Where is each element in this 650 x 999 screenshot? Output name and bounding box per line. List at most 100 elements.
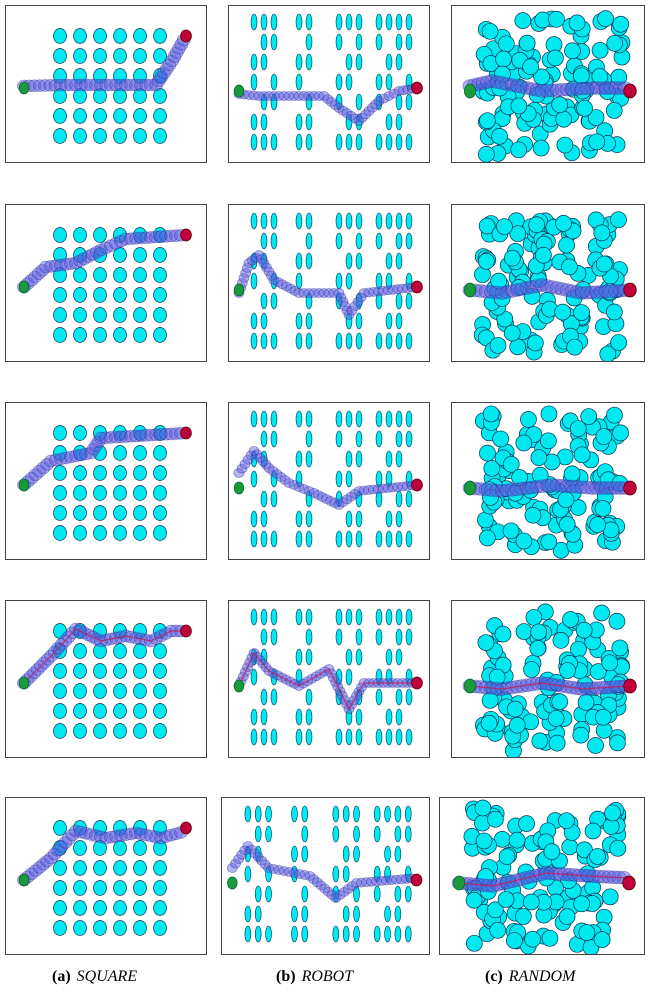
obstacle — [250, 53, 258, 71]
path-node — [144, 231, 158, 244]
obstacle — [557, 491, 575, 509]
path-node — [124, 232, 138, 245]
obstacle — [305, 708, 313, 726]
obstacle — [332, 805, 340, 823]
obstacle — [609, 839, 627, 857]
obstacle — [305, 648, 313, 666]
obstacle — [113, 28, 127, 44]
obstacle — [153, 840, 167, 856]
obstacle — [404, 885, 412, 903]
obstacle — [491, 128, 508, 145]
obstacle — [133, 88, 147, 104]
caption-square: (a) SQUARE — [52, 968, 137, 986]
obstacle — [375, 133, 383, 151]
path-node — [69, 78, 83, 92]
path-node — [79, 78, 93, 92]
obstacle — [479, 444, 496, 462]
obstacle — [523, 661, 540, 678]
obstacle — [270, 628, 278, 646]
path-node — [119, 232, 133, 246]
obstacle — [385, 272, 393, 290]
path-node — [77, 252, 92, 265]
obstacle — [133, 505, 147, 521]
obstacle — [295, 450, 303, 468]
panel-square-row-4 — [5, 600, 207, 758]
obstacle — [395, 688, 403, 706]
obstacle — [270, 13, 278, 31]
path-line — [238, 651, 417, 711]
obstacle — [244, 805, 252, 823]
path-node — [104, 78, 118, 92]
obstacle — [385, 332, 393, 350]
obstacle — [478, 145, 495, 162]
obstacle — [73, 505, 87, 521]
obstacle — [385, 728, 393, 746]
panel-robot-row-5 — [221, 797, 430, 955]
obstacle — [405, 133, 413, 151]
obstacle — [373, 865, 381, 883]
obstacle — [295, 728, 303, 746]
obstacle — [305, 113, 313, 131]
path-node — [134, 231, 148, 245]
obstacle — [244, 905, 252, 923]
obstacle — [93, 703, 107, 719]
obstacle — [335, 133, 343, 151]
obstacle — [479, 529, 496, 547]
obstacle — [260, 688, 268, 706]
path-node — [49, 259, 63, 272]
obstacle — [605, 102, 623, 119]
obstacle — [355, 450, 363, 468]
obstacle — [133, 327, 147, 343]
obstacle — [73, 525, 87, 541]
obstacle — [260, 13, 268, 31]
obstacle — [93, 267, 107, 283]
obstacle — [548, 734, 566, 752]
path-node — [35, 264, 50, 277]
obstacle — [405, 232, 413, 250]
path-node — [48, 79, 63, 92]
obstacle — [395, 708, 403, 726]
obstacle — [608, 612, 626, 630]
caption-robot: (b) ROBOT — [276, 968, 353, 986]
obstacle — [353, 805, 360, 823]
obstacle — [497, 35, 515, 53]
obstacle — [153, 128, 167, 144]
start-marker — [233, 84, 245, 98]
obstacle — [515, 908, 532, 925]
obstacle — [270, 410, 278, 428]
obstacle — [53, 703, 67, 719]
path-node — [157, 66, 171, 80]
obstacle — [587, 737, 604, 754]
obstacle — [566, 338, 584, 356]
path-node — [85, 248, 100, 261]
obstacle — [53, 227, 67, 243]
obstacle — [133, 703, 147, 719]
path-node — [64, 257, 78, 270]
obstacle — [260, 728, 268, 746]
goal-marker — [622, 875, 636, 891]
obstacle — [405, 628, 413, 646]
obstacle — [612, 424, 629, 442]
obstacle — [270, 430, 278, 448]
obstacle — [395, 410, 403, 428]
obstacle — [373, 805, 381, 823]
obstacle — [569, 420, 587, 437]
obstacle — [510, 97, 528, 115]
obstacle — [345, 332, 353, 350]
path-node — [378, 93, 390, 104]
obstacle — [342, 845, 350, 863]
obstacle — [405, 13, 413, 31]
obstacle — [404, 825, 412, 843]
path-node — [99, 431, 113, 444]
obstacle — [53, 920, 67, 936]
obstacle — [305, 33, 313, 51]
obstacle — [93, 525, 107, 541]
start-marker — [18, 478, 30, 492]
obstacle — [395, 608, 403, 626]
obstacle — [133, 445, 147, 461]
obstacle — [53, 880, 67, 896]
panel-square-row-2 — [5, 204, 207, 362]
path-node — [114, 78, 128, 92]
obstacle — [301, 825, 309, 843]
plot-random-1 — [462, 10, 637, 162]
